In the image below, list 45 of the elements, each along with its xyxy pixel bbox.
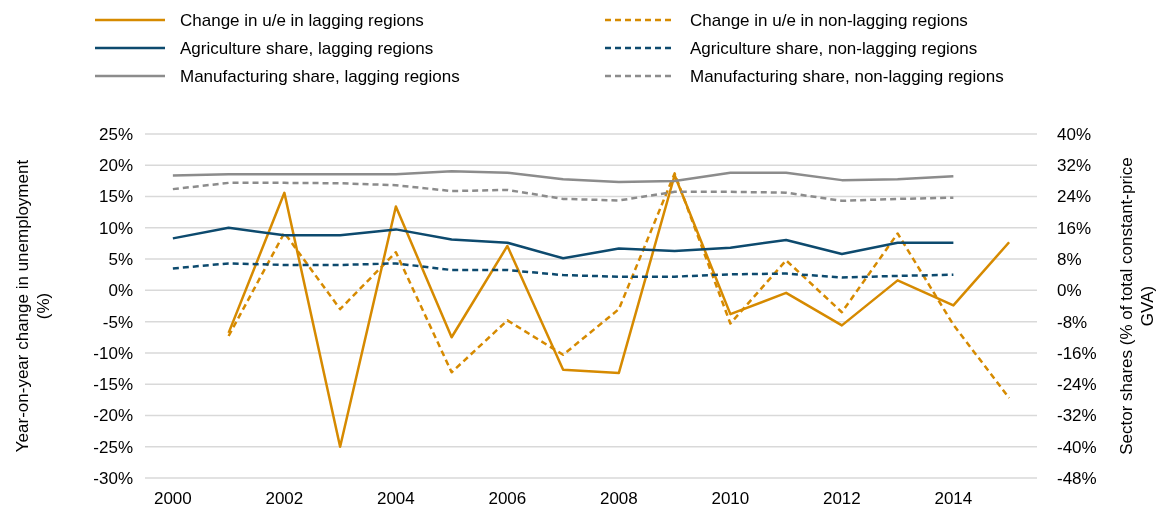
y-tick-label: 10% bbox=[98, 218, 133, 238]
line-series bbox=[227, 174, 1011, 448]
y-tick-label: -25% bbox=[93, 437, 133, 457]
y-tick-label: -20% bbox=[93, 406, 133, 426]
y-tick-label: 0% bbox=[108, 281, 133, 301]
y-tick-label: -15% bbox=[93, 375, 133, 395]
y2-tick-label: 0% bbox=[1057, 281, 1082, 301]
y2-tick-label: -32% bbox=[1057, 406, 1097, 426]
x-tick-label: 2014 bbox=[934, 489, 973, 508]
y-tick-label: 25% bbox=[98, 124, 133, 144]
y2-tick-label: -24% bbox=[1057, 375, 1097, 395]
y2-tick-label: -40% bbox=[1057, 437, 1097, 457]
y-tick-label: -30% bbox=[93, 468, 133, 488]
x-tick-label: 2008 bbox=[599, 489, 638, 508]
y2-axis-title: Sector shares (% of total constant-price GVA) bbox=[1117, 157, 1157, 455]
y2-tick-label: -48% bbox=[1057, 468, 1097, 488]
x-tick-label: 2012 bbox=[822, 489, 861, 508]
y2-tick-label: -16% bbox=[1057, 343, 1097, 363]
y2-tick-label: 32% bbox=[1057, 156, 1092, 176]
y2-tick-label: 8% bbox=[1057, 250, 1082, 270]
legend-label: Agriculture share, lagging regions bbox=[180, 38, 434, 58]
legend-label: Manufacturing share, lagging regions bbox=[180, 66, 460, 86]
y-axis-title: Year-on-year change in unemployment (%) bbox=[13, 159, 53, 453]
x-tick-label: 2004 bbox=[376, 489, 415, 508]
x-tick-label: 2006 bbox=[488, 489, 527, 508]
y-tick-label: 15% bbox=[98, 187, 133, 207]
line-series bbox=[171, 169, 955, 184]
line-series bbox=[171, 181, 955, 203]
y2-tick-label: 24% bbox=[1057, 187, 1092, 207]
y-tick-label: -5% bbox=[102, 312, 133, 332]
legend-label: Change in u/e in non-lagging regions bbox=[690, 10, 968, 30]
x-tick-label: 2000 bbox=[153, 489, 192, 508]
y-tick-label: -10% bbox=[93, 343, 133, 363]
line-series bbox=[171, 226, 955, 260]
y2-tick-label: -8% bbox=[1057, 312, 1088, 332]
legend-label: Change in u/e in lagging regions bbox=[180, 10, 424, 30]
line-series bbox=[171, 262, 955, 279]
x-tick-label: 2002 bbox=[265, 489, 304, 508]
legend-label: Manufacturing share, non-lagging regions bbox=[690, 66, 1004, 86]
y2-tick-label: 16% bbox=[1057, 218, 1092, 238]
legend-label: Agriculture share, non-lagging regions bbox=[690, 38, 978, 58]
x-tick-label: 2010 bbox=[711, 489, 750, 508]
y-tick-label: 20% bbox=[98, 156, 133, 176]
y2-tick-label: 40% bbox=[1057, 124, 1092, 144]
y-tick-label: 5% bbox=[108, 250, 133, 270]
